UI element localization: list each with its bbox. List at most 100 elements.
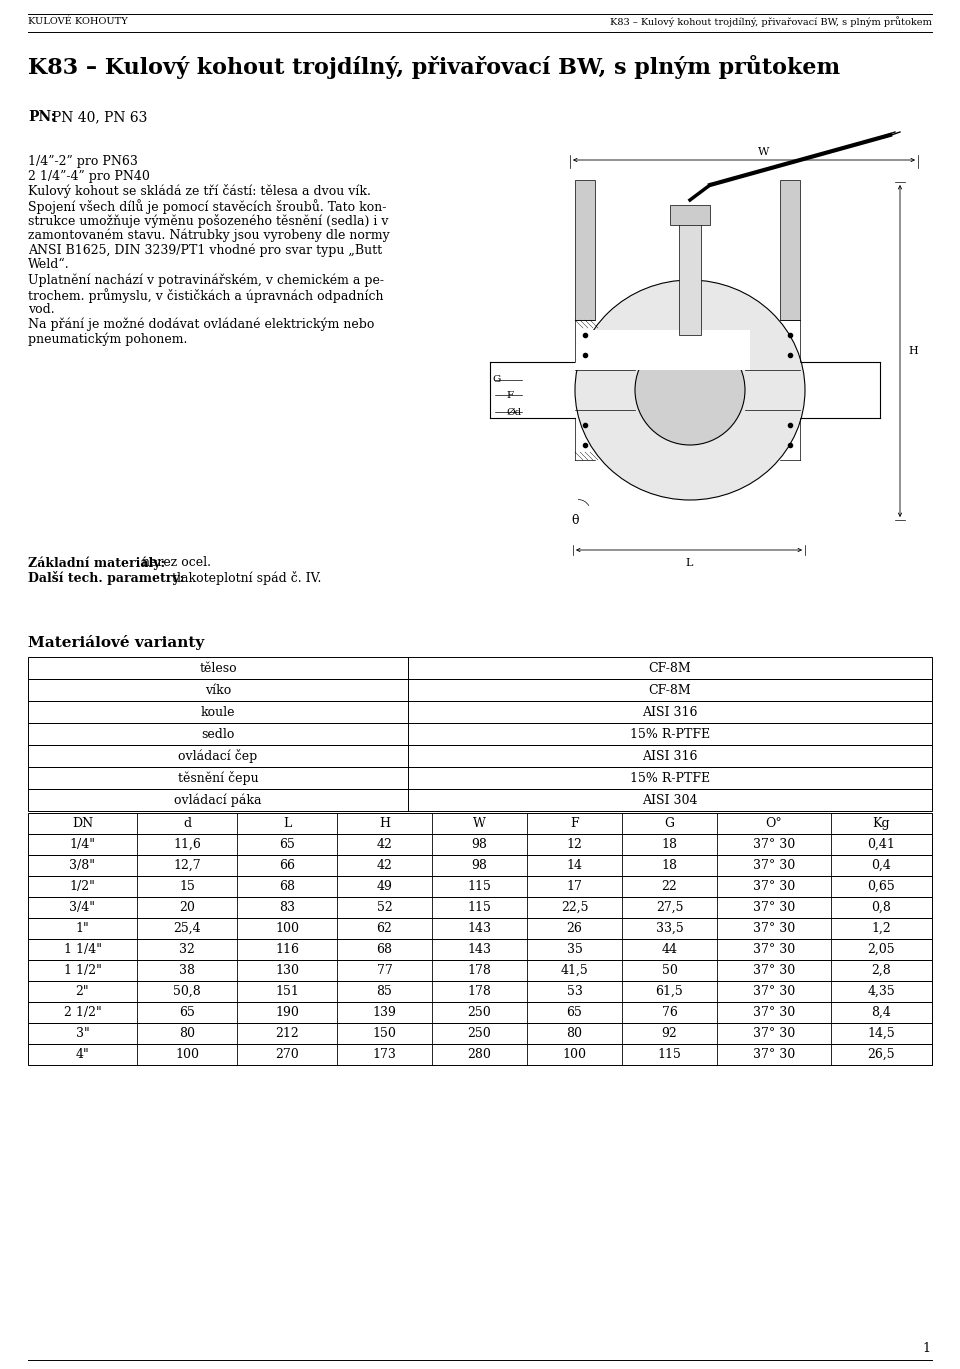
Text: 20: 20	[180, 901, 195, 914]
Bar	[28, 834, 932, 856]
Text: 26: 26	[566, 921, 583, 935]
Text: 14,5: 14,5	[868, 1027, 896, 1040]
Text: 2 1/4”-4” pro PN40: 2 1/4”-4” pro PN40	[28, 170, 150, 182]
Text: 22,5: 22,5	[561, 901, 588, 914]
Bar	[28, 919, 932, 939]
Text: 4": 4"	[76, 1049, 89, 1061]
Text: pneumatickým pohonem.: pneumatickým pohonem.	[28, 333, 187, 346]
Text: 65: 65	[180, 1006, 195, 1019]
Bar	[28, 701, 932, 723]
Text: 68: 68	[279, 880, 295, 893]
Bar	[780, 179, 800, 320]
Bar	[28, 897, 932, 919]
Text: Další tech. parametry:: Další tech. parametry:	[28, 571, 184, 585]
Text: 143: 143	[468, 921, 492, 935]
Text: 250: 250	[468, 1027, 492, 1040]
Text: 17: 17	[566, 880, 583, 893]
Text: 85: 85	[376, 986, 393, 998]
Text: 52: 52	[376, 901, 393, 914]
Text: 15: 15	[180, 880, 195, 893]
Text: ovládací čep: ovládací čep	[179, 749, 257, 763]
Bar	[575, 179, 595, 320]
Text: 11,6: 11,6	[173, 838, 201, 852]
Text: 98: 98	[471, 838, 488, 852]
Text: Kg: Kg	[873, 817, 890, 830]
Text: 116: 116	[275, 943, 299, 956]
Text: H: H	[908, 346, 918, 356]
Text: 1/4": 1/4"	[69, 838, 95, 852]
Text: 2,8: 2,8	[872, 964, 892, 977]
Text: W: W	[758, 146, 770, 157]
Text: 14: 14	[566, 858, 583, 872]
Text: Na přání je možné dodávat ovládané elektrickým nebo: Na přání je možné dodávat ovládané elekt…	[28, 318, 374, 331]
Text: Ød: Ød	[506, 408, 521, 416]
Text: 68: 68	[376, 943, 393, 956]
Text: 76: 76	[661, 1006, 678, 1019]
Text: L: L	[685, 559, 693, 568]
Text: 0,8: 0,8	[872, 901, 892, 914]
Text: AISI 304: AISI 304	[642, 794, 698, 806]
Text: 100: 100	[563, 1049, 587, 1061]
Text: 1": 1"	[76, 921, 89, 935]
Text: G: G	[664, 817, 675, 830]
Text: 22: 22	[661, 880, 678, 893]
Bar	[28, 939, 932, 960]
Text: 92: 92	[661, 1027, 678, 1040]
Bar	[28, 856, 932, 876]
Text: 37° 30: 37° 30	[753, 964, 795, 977]
Text: 50,8: 50,8	[173, 986, 201, 998]
Text: 15% R-PTFE: 15% R-PTFE	[630, 727, 710, 741]
Text: 250: 250	[468, 1006, 492, 1019]
Text: 270: 270	[276, 1049, 299, 1061]
Bar	[28, 960, 932, 982]
Text: 18: 18	[661, 838, 678, 852]
Text: DN: DN	[72, 817, 93, 830]
Text: 37° 30: 37° 30	[753, 986, 795, 998]
Text: 53: 53	[566, 986, 583, 998]
Text: 42: 42	[376, 838, 393, 852]
Text: 37° 30: 37° 30	[753, 1049, 795, 1061]
Text: CF-8M: CF-8M	[649, 661, 691, 675]
Bar	[28, 679, 932, 701]
Text: 151: 151	[276, 986, 299, 998]
Text: vod.: vod.	[28, 303, 55, 316]
Text: 66: 66	[279, 858, 295, 872]
Text: PN 40, PN 63: PN 40, PN 63	[52, 110, 148, 125]
Bar	[28, 876, 932, 897]
Text: 49: 49	[376, 880, 393, 893]
Text: zamontovaném stavu. Nátrubky jsou vyrobeny dle normy: zamontovaném stavu. Nátrubky jsou vyrobe…	[28, 229, 390, 242]
Text: 4,35: 4,35	[868, 986, 896, 998]
Text: 37° 30: 37° 30	[753, 838, 795, 852]
Text: H: H	[379, 817, 390, 830]
Text: 178: 178	[468, 986, 492, 998]
Text: 65: 65	[566, 1006, 583, 1019]
Text: L: L	[283, 817, 291, 830]
Text: K83 – Kulový kohout trojdílný, přivařovací BW, s plným průtokem: K83 – Kulový kohout trojdílný, přivařova…	[611, 16, 932, 27]
Bar	[28, 1023, 932, 1045]
Text: 26,5: 26,5	[868, 1049, 896, 1061]
Text: Materiálové varianty: Materiálové varianty	[28, 635, 204, 650]
Text: strukce umožňuje výměnu pošozeného těsnění (sedla) i v: strukce umožňuje výměnu pošozeného těsně…	[28, 214, 389, 229]
Text: 2 1/2": 2 1/2"	[63, 1006, 102, 1019]
Text: 65: 65	[279, 838, 295, 852]
Text: 38: 38	[179, 964, 195, 977]
Bar	[28, 723, 932, 745]
Text: 37° 30: 37° 30	[753, 1027, 795, 1040]
Text: K83 – Kulový kohout trojdílný, přivařovací BW, s plným průtokem: K83 – Kulový kohout trojdílný, přivařova…	[28, 55, 840, 79]
Text: 150: 150	[372, 1027, 396, 1040]
Text: 50: 50	[661, 964, 678, 977]
Text: AISI 316: AISI 316	[642, 749, 698, 763]
Text: 1 1/4": 1 1/4"	[63, 943, 102, 956]
Bar	[28, 745, 932, 767]
Bar	[28, 789, 932, 810]
Text: 12,7: 12,7	[173, 858, 201, 872]
Text: 0,65: 0,65	[868, 880, 896, 893]
Text: 130: 130	[275, 964, 299, 977]
Text: 115: 115	[658, 1049, 682, 1061]
Text: koule: koule	[201, 705, 235, 719]
Text: 178: 178	[468, 964, 492, 977]
Text: 18: 18	[661, 858, 678, 872]
Text: 35: 35	[566, 943, 583, 956]
Text: CF-8M: CF-8M	[649, 683, 691, 697]
Text: θ: θ	[571, 513, 579, 527]
